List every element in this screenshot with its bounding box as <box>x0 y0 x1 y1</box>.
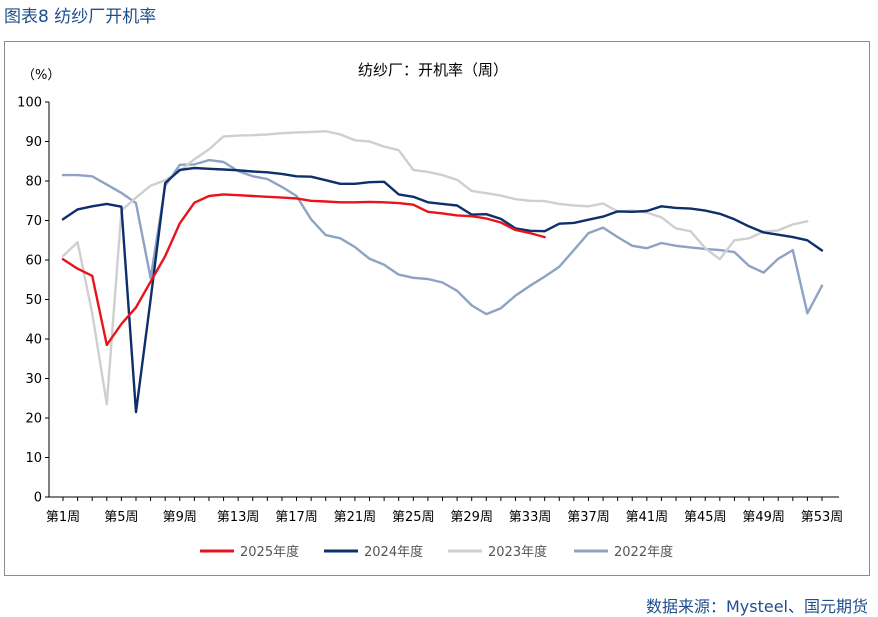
x-tick-label: 第17周 <box>275 510 318 525</box>
y-tick-label: 60 <box>25 254 42 269</box>
x-tick-label: 第53周 <box>801 510 844 525</box>
y-tick-label: 50 <box>25 293 42 308</box>
chart-legend: 2025年度 2024年度 2023年度 2022年度 <box>200 544 673 560</box>
series-line-2024年度 <box>61 166 824 414</box>
x-tick-label: 第29周 <box>450 510 493 525</box>
x-tick-label: 第21周 <box>334 510 377 525</box>
chart-title: 纺纱厂：开机率（周） <box>357 61 508 79</box>
x-tick-label: 第45周 <box>684 510 727 525</box>
chart-axes: 0 10 20 30 40 50 60 70 80 90 100 第1周 第5周 第9周 第13周 第17周 第… <box>17 96 843 526</box>
x-tick-label: 第5周 <box>104 510 138 525</box>
y-tick-label: 20 <box>25 412 42 427</box>
y-tick-label: 10 <box>25 451 42 466</box>
series-line-2022年度 <box>61 158 824 316</box>
figure-title: 图表8 纺纱厂开机率 <box>4 7 157 27</box>
y-tick-label: 90 <box>25 135 42 150</box>
x-tick-label: 第41周 <box>626 510 669 525</box>
legend-label: 2022年度 <box>614 544 673 560</box>
legend-label: 2024年度 <box>364 544 423 560</box>
chart-series <box>61 129 824 414</box>
y-tick-label: 70 <box>25 214 42 229</box>
y-tick-label: 40 <box>25 333 42 348</box>
source-note: 数据来源：Mysteel、国元期货 <box>645 597 868 616</box>
y-tick-label: 0 <box>34 491 42 506</box>
legend-label: 2023年度 <box>488 544 547 560</box>
y-tick-label: 100 <box>17 96 42 111</box>
y-tick-label: 80 <box>25 175 42 190</box>
x-tick-label: 第1周 <box>46 510 80 525</box>
y-axis-label: （%） <box>22 68 60 83</box>
x-tick-label: 第37周 <box>567 510 610 525</box>
x-tick-label: 第33周 <box>509 510 552 525</box>
y-tick-label: 30 <box>25 372 42 387</box>
legend-label: 2025年度 <box>240 544 299 560</box>
x-tick-label: 第49周 <box>742 510 785 525</box>
series-line-2025年度 <box>61 193 546 347</box>
chart-panel <box>4 41 870 576</box>
x-tick-label: 第25周 <box>392 510 435 525</box>
x-tick-label: 第9周 <box>163 510 197 525</box>
series-line-2023年度 <box>61 129 809 406</box>
x-tick-label: 第13周 <box>217 510 260 525</box>
